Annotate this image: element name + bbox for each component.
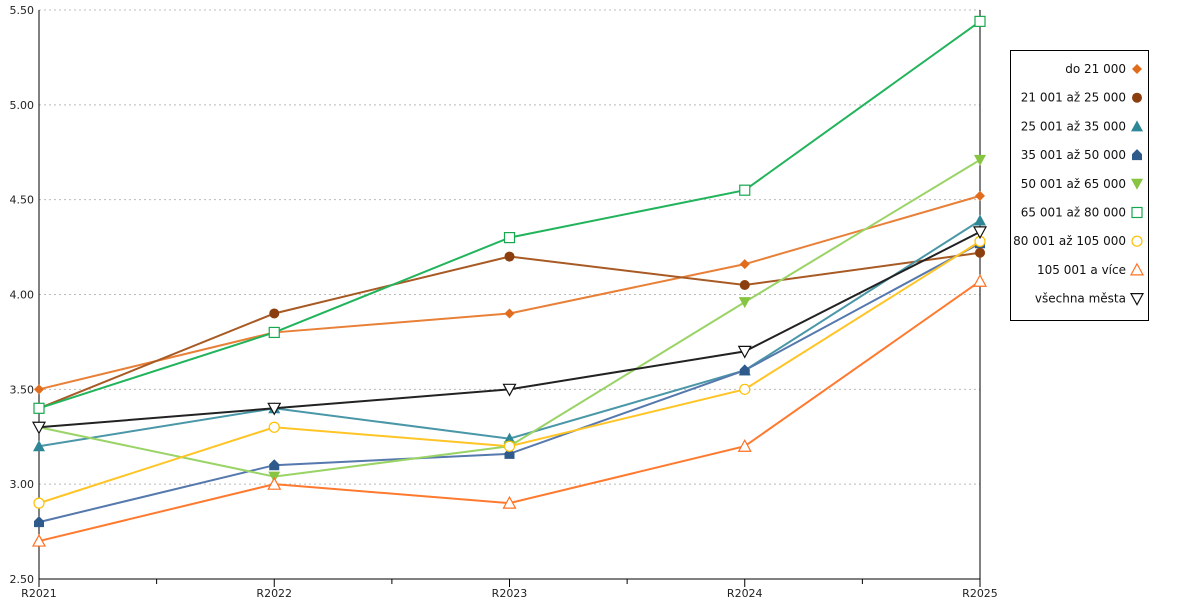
y-tick-label: 4.00: [10, 289, 35, 302]
legend-marker: [1131, 235, 1143, 247]
legend-label: 105 001 a více: [1037, 263, 1126, 277]
data-point: [269, 308, 280, 319]
data-point: [34, 516, 44, 528]
series-5: [33, 15, 986, 414]
series-line: [38, 240, 981, 505]
y-tick-label: 5.00: [10, 99, 35, 112]
data-point: [502, 383, 517, 397]
y-tick-label: 3.50: [10, 383, 35, 396]
legend-marker: [1129, 262, 1145, 276]
legend-label: 21 001 až 25 000: [1021, 91, 1126, 105]
data-point: [33, 402, 45, 414]
x-tick-label: R2024: [727, 587, 763, 600]
y-tick-label: 4.50: [10, 194, 35, 207]
data-point: [31, 533, 47, 547]
x-tick-label: R2023: [492, 587, 528, 600]
data-point: [503, 440, 516, 452]
series-line: [38, 194, 981, 391]
series-3: [34, 237, 985, 528]
legend-label: všechna města: [1035, 292, 1126, 306]
series-line: [38, 242, 981, 524]
data-point: [267, 476, 282, 490]
x-tick-label: R2022: [256, 587, 292, 600]
data-point: [972, 226, 988, 240]
series-6: [33, 235, 986, 509]
legend-marker: [1132, 92, 1142, 103]
legend-box: [1010, 50, 1149, 321]
data-point: [503, 232, 516, 244]
legend-marker: [1132, 149, 1142, 161]
data-point: [739, 184, 751, 196]
legend-label: 80 001 až 105 000: [1013, 234, 1126, 248]
data-point: [975, 190, 985, 201]
data-point: [739, 259, 750, 270]
series-8: [31, 226, 988, 435]
legend-marker: [1131, 178, 1143, 190]
data-point: [268, 326, 280, 339]
data-point: [34, 384, 44, 395]
legend-label: 65 001 až 80 000: [1021, 206, 1126, 220]
data-point: [974, 214, 986, 226]
series-1: [34, 247, 985, 414]
data-point: [975, 247, 985, 258]
data-point: [974, 15, 986, 27]
data-point: [974, 154, 986, 166]
data-point: [504, 251, 515, 262]
data-point: [33, 497, 45, 509]
x-tick-label: R2021: [21, 587, 57, 600]
data-point: [738, 297, 751, 309]
legend-label: do 21 000: [1065, 62, 1126, 76]
legend-marker: [1131, 206, 1143, 219]
legend-marker: [1129, 293, 1145, 306]
data-point: [739, 364, 750, 376]
data-point: [739, 383, 751, 395]
series-7: [31, 273, 988, 547]
data-point: [268, 421, 280, 433]
data-point: [502, 495, 517, 509]
legend-label: 50 001 až 65 000: [1021, 177, 1126, 191]
legend-label: 25 001 až 35 000: [1021, 119, 1126, 133]
data-point: [31, 421, 47, 435]
y-tick-label: 5.50: [10, 4, 35, 17]
y-tick-label: 2.50: [10, 573, 35, 586]
data-point: [737, 345, 752, 359]
y-tick-label: 3.00: [10, 478, 35, 491]
x-tick-label: R2025: [962, 587, 998, 600]
data-point: [504, 308, 515, 319]
legend-label: 35 001 až 50 000: [1021, 148, 1126, 162]
legend: do 21 000 21 001 až 25 000 25 001 až 35 00…: [1010, 50, 1149, 321]
data-point: [267, 402, 282, 416]
data-point: [972, 273, 988, 287]
data-point: [33, 440, 45, 452]
data-point: [269, 459, 280, 471]
legend-marker: [1131, 120, 1143, 132]
legend-marker: [1132, 64, 1142, 74]
data-point: [737, 438, 752, 452]
data-point: [503, 432, 516, 444]
data-point: [739, 280, 750, 291]
series-line: [38, 20, 981, 410]
